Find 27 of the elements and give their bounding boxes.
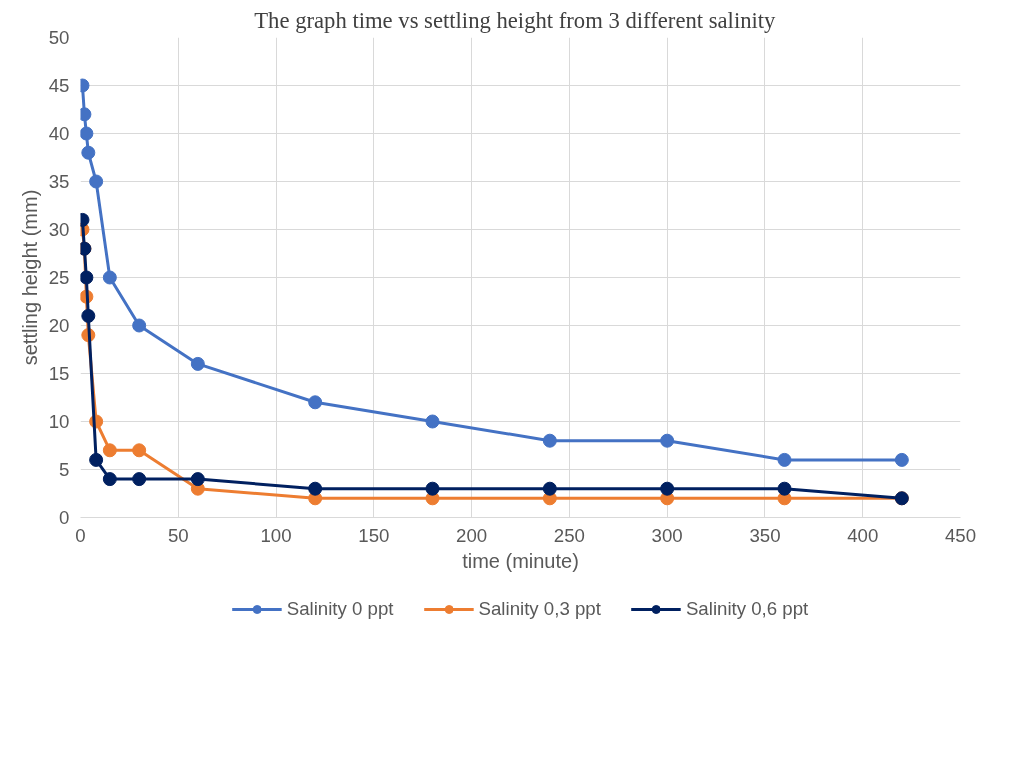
y-tick-label: 30	[48, 219, 70, 240]
y-axis-title: settling height (mm)	[18, 189, 41, 366]
legend-label: Salinity 0,3 ppt	[478, 598, 601, 620]
y-tick-label: 50	[48, 27, 70, 48]
y-tick-label: 35	[48, 171, 70, 192]
x-tick-label: 150	[358, 524, 390, 546]
x-tick-label: 0	[75, 524, 86, 546]
y-tick-label: 25	[48, 267, 70, 288]
x-tick-label: 350	[749, 524, 781, 546]
x-tick-label: 300	[651, 524, 683, 546]
y-tick-label: 20	[48, 315, 70, 336]
y-tick-label: 40	[48, 123, 70, 144]
x-tick-label: 400	[847, 524, 879, 546]
legend-label: Salinity 0,6 ppt	[685, 598, 809, 620]
legend-label: Salinity 0 ppt	[286, 598, 394, 620]
x-axis-title: time (minute)	[462, 549, 579, 572]
x-tick-label: 250	[553, 524, 585, 546]
y-tick-label: 0	[59, 507, 70, 528]
x-tick-label: 200	[456, 524, 488, 546]
y-tick-label: 15	[48, 363, 70, 384]
y-tick-label: 5	[59, 459, 70, 480]
y-tick-label: 10	[48, 411, 70, 432]
x-tick-label: 50	[167, 524, 189, 546]
y-tick-label: 45	[48, 75, 70, 96]
x-tick-label: 100	[260, 524, 292, 546]
chart-title: The graph time vs settling height from 3 different salinity	[254, 7, 777, 33]
x-tick-label: 450	[944, 524, 977, 546]
